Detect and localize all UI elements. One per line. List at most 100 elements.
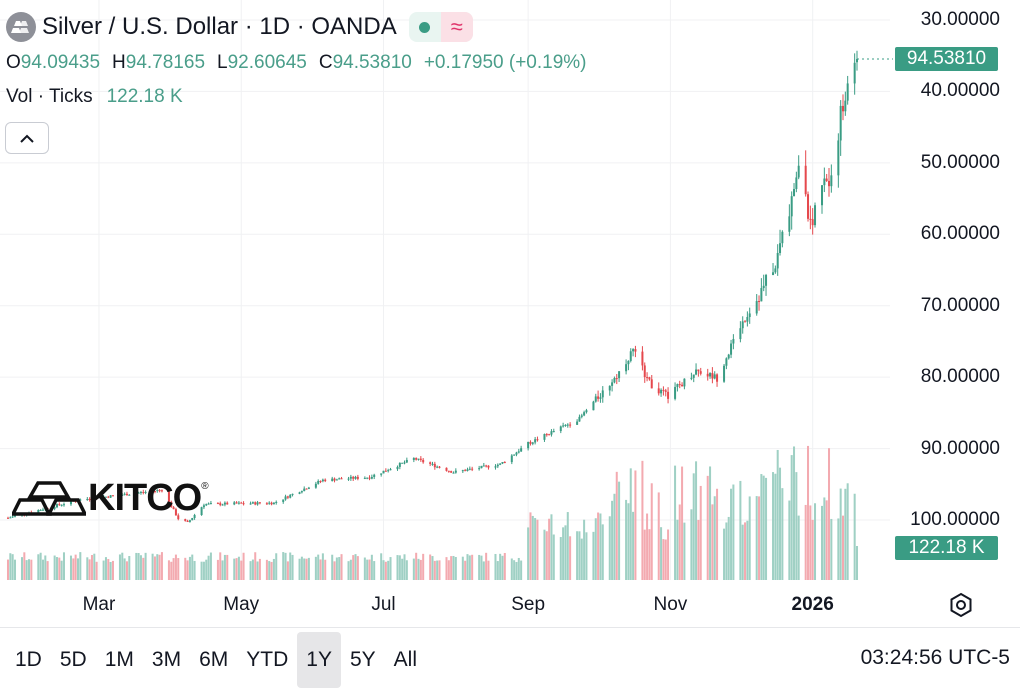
volume-bar (188, 556, 191, 580)
candle-body (354, 476, 357, 479)
range-button-1y[interactable]: 1Y (297, 632, 341, 688)
price-chart[interactable] (0, 0, 1020, 588)
candle-body (363, 477, 366, 479)
candle-body (37, 509, 40, 513)
chart-settings-button[interactable] (947, 591, 975, 619)
volume-bar (559, 537, 562, 580)
volume-bar (20, 557, 24, 580)
volume-bar (776, 449, 779, 580)
volume-bar (46, 561, 49, 580)
volume-bar (760, 474, 763, 580)
range-button-5d[interactable]: 5D (59, 648, 87, 671)
candle-body (478, 468, 481, 470)
candle-body (209, 503, 212, 505)
volume-bar (741, 524, 744, 580)
candle-body (104, 496, 107, 498)
volume-bar (153, 556, 156, 580)
volume-bar (723, 528, 726, 580)
candle-body (550, 431, 553, 435)
candle-body (9, 517, 12, 519)
candle-body (793, 188, 796, 197)
candle-body (39, 509, 42, 511)
candle-body (300, 491, 303, 493)
candle-body (627, 360, 630, 365)
candle-body (389, 469, 392, 471)
volume-bar (366, 559, 369, 580)
volume-bar (125, 561, 128, 580)
candle-body (53, 507, 56, 509)
volume-bar (678, 504, 681, 580)
candle-body (205, 504, 208, 506)
volume-bar (401, 558, 404, 580)
candle-body (249, 503, 252, 505)
volume-bar (137, 553, 140, 580)
candle-body (580, 415, 583, 417)
volume-bar (55, 557, 58, 580)
volume-bar (648, 529, 651, 580)
candle-body (825, 178, 828, 181)
candle-body (461, 470, 464, 472)
volume-bar (601, 524, 604, 580)
x-tick-label: 2026 (791, 594, 834, 615)
volume-bar (650, 483, 653, 580)
volume-bar (30, 559, 33, 580)
candle-body (11, 516, 14, 518)
candle-body (431, 463, 434, 465)
candle-body (739, 328, 742, 340)
volume-bar (618, 481, 621, 580)
volume-bar (422, 553, 425, 580)
candle-body (223, 502, 226, 505)
volume-bar (634, 470, 637, 580)
range-button-1m[interactable]: 1M (104, 648, 134, 671)
volume-bar (667, 529, 670, 580)
market-status-pill[interactable]: ≈ (408, 12, 473, 42)
volume-bar (363, 557, 366, 580)
volume-bar (564, 525, 567, 580)
volume-bar (503, 552, 506, 580)
range-button-3m[interactable]: 3M (151, 648, 182, 671)
candle-body (748, 313, 751, 318)
volume-bar (104, 557, 107, 580)
volume-bar (837, 518, 840, 580)
candle-body (254, 502, 257, 505)
candle-body (466, 469, 469, 471)
clock[interactable]: 03:24:56 UTC-5 (860, 646, 1010, 669)
symbol-title[interactable]: Silver / U.S. Dollar · 1D · OANDA (42, 13, 397, 40)
x-tick-label: May (223, 594, 260, 615)
volume-label[interactable]: Vol · Ticks (6, 86, 93, 107)
range-button-ytd[interactable]: YTD (246, 648, 289, 671)
volume-bar (272, 558, 275, 580)
candle-body (760, 288, 763, 302)
candle-body (480, 465, 483, 469)
volume-bar (398, 555, 401, 580)
volume-bar (240, 560, 243, 580)
volume-bar (501, 555, 504, 580)
volume-bar (534, 518, 537, 580)
volume-bar (60, 560, 63, 580)
candle-body (713, 374, 716, 379)
candle-body (429, 462, 432, 464)
volume-bar (118, 554, 121, 580)
collapse-legend-button[interactable] (5, 122, 49, 154)
volume-bar (107, 559, 110, 580)
candle-body (93, 497, 96, 500)
candle-body (317, 480, 320, 484)
candle-body (804, 165, 807, 195)
volume-bar (468, 555, 471, 580)
volume-bar (774, 473, 777, 580)
range-button-6m[interactable]: 6M (199, 648, 229, 671)
volume-bar (699, 485, 702, 580)
volume-bar (58, 557, 61, 580)
range-button-all[interactable]: All (393, 648, 417, 671)
candle-body (438, 466, 441, 468)
candle-body (436, 466, 439, 468)
candle-body (765, 274, 768, 286)
candle-body (240, 502, 243, 504)
range-button-1d[interactable]: 1D (15, 648, 42, 671)
toolbar-divider (0, 627, 1020, 628)
volume-bar (597, 512, 600, 580)
range-button-5y[interactable]: 5Y (349, 648, 376, 671)
candle-body (681, 384, 684, 387)
volume-bar (347, 561, 350, 580)
candle-body (613, 378, 616, 383)
